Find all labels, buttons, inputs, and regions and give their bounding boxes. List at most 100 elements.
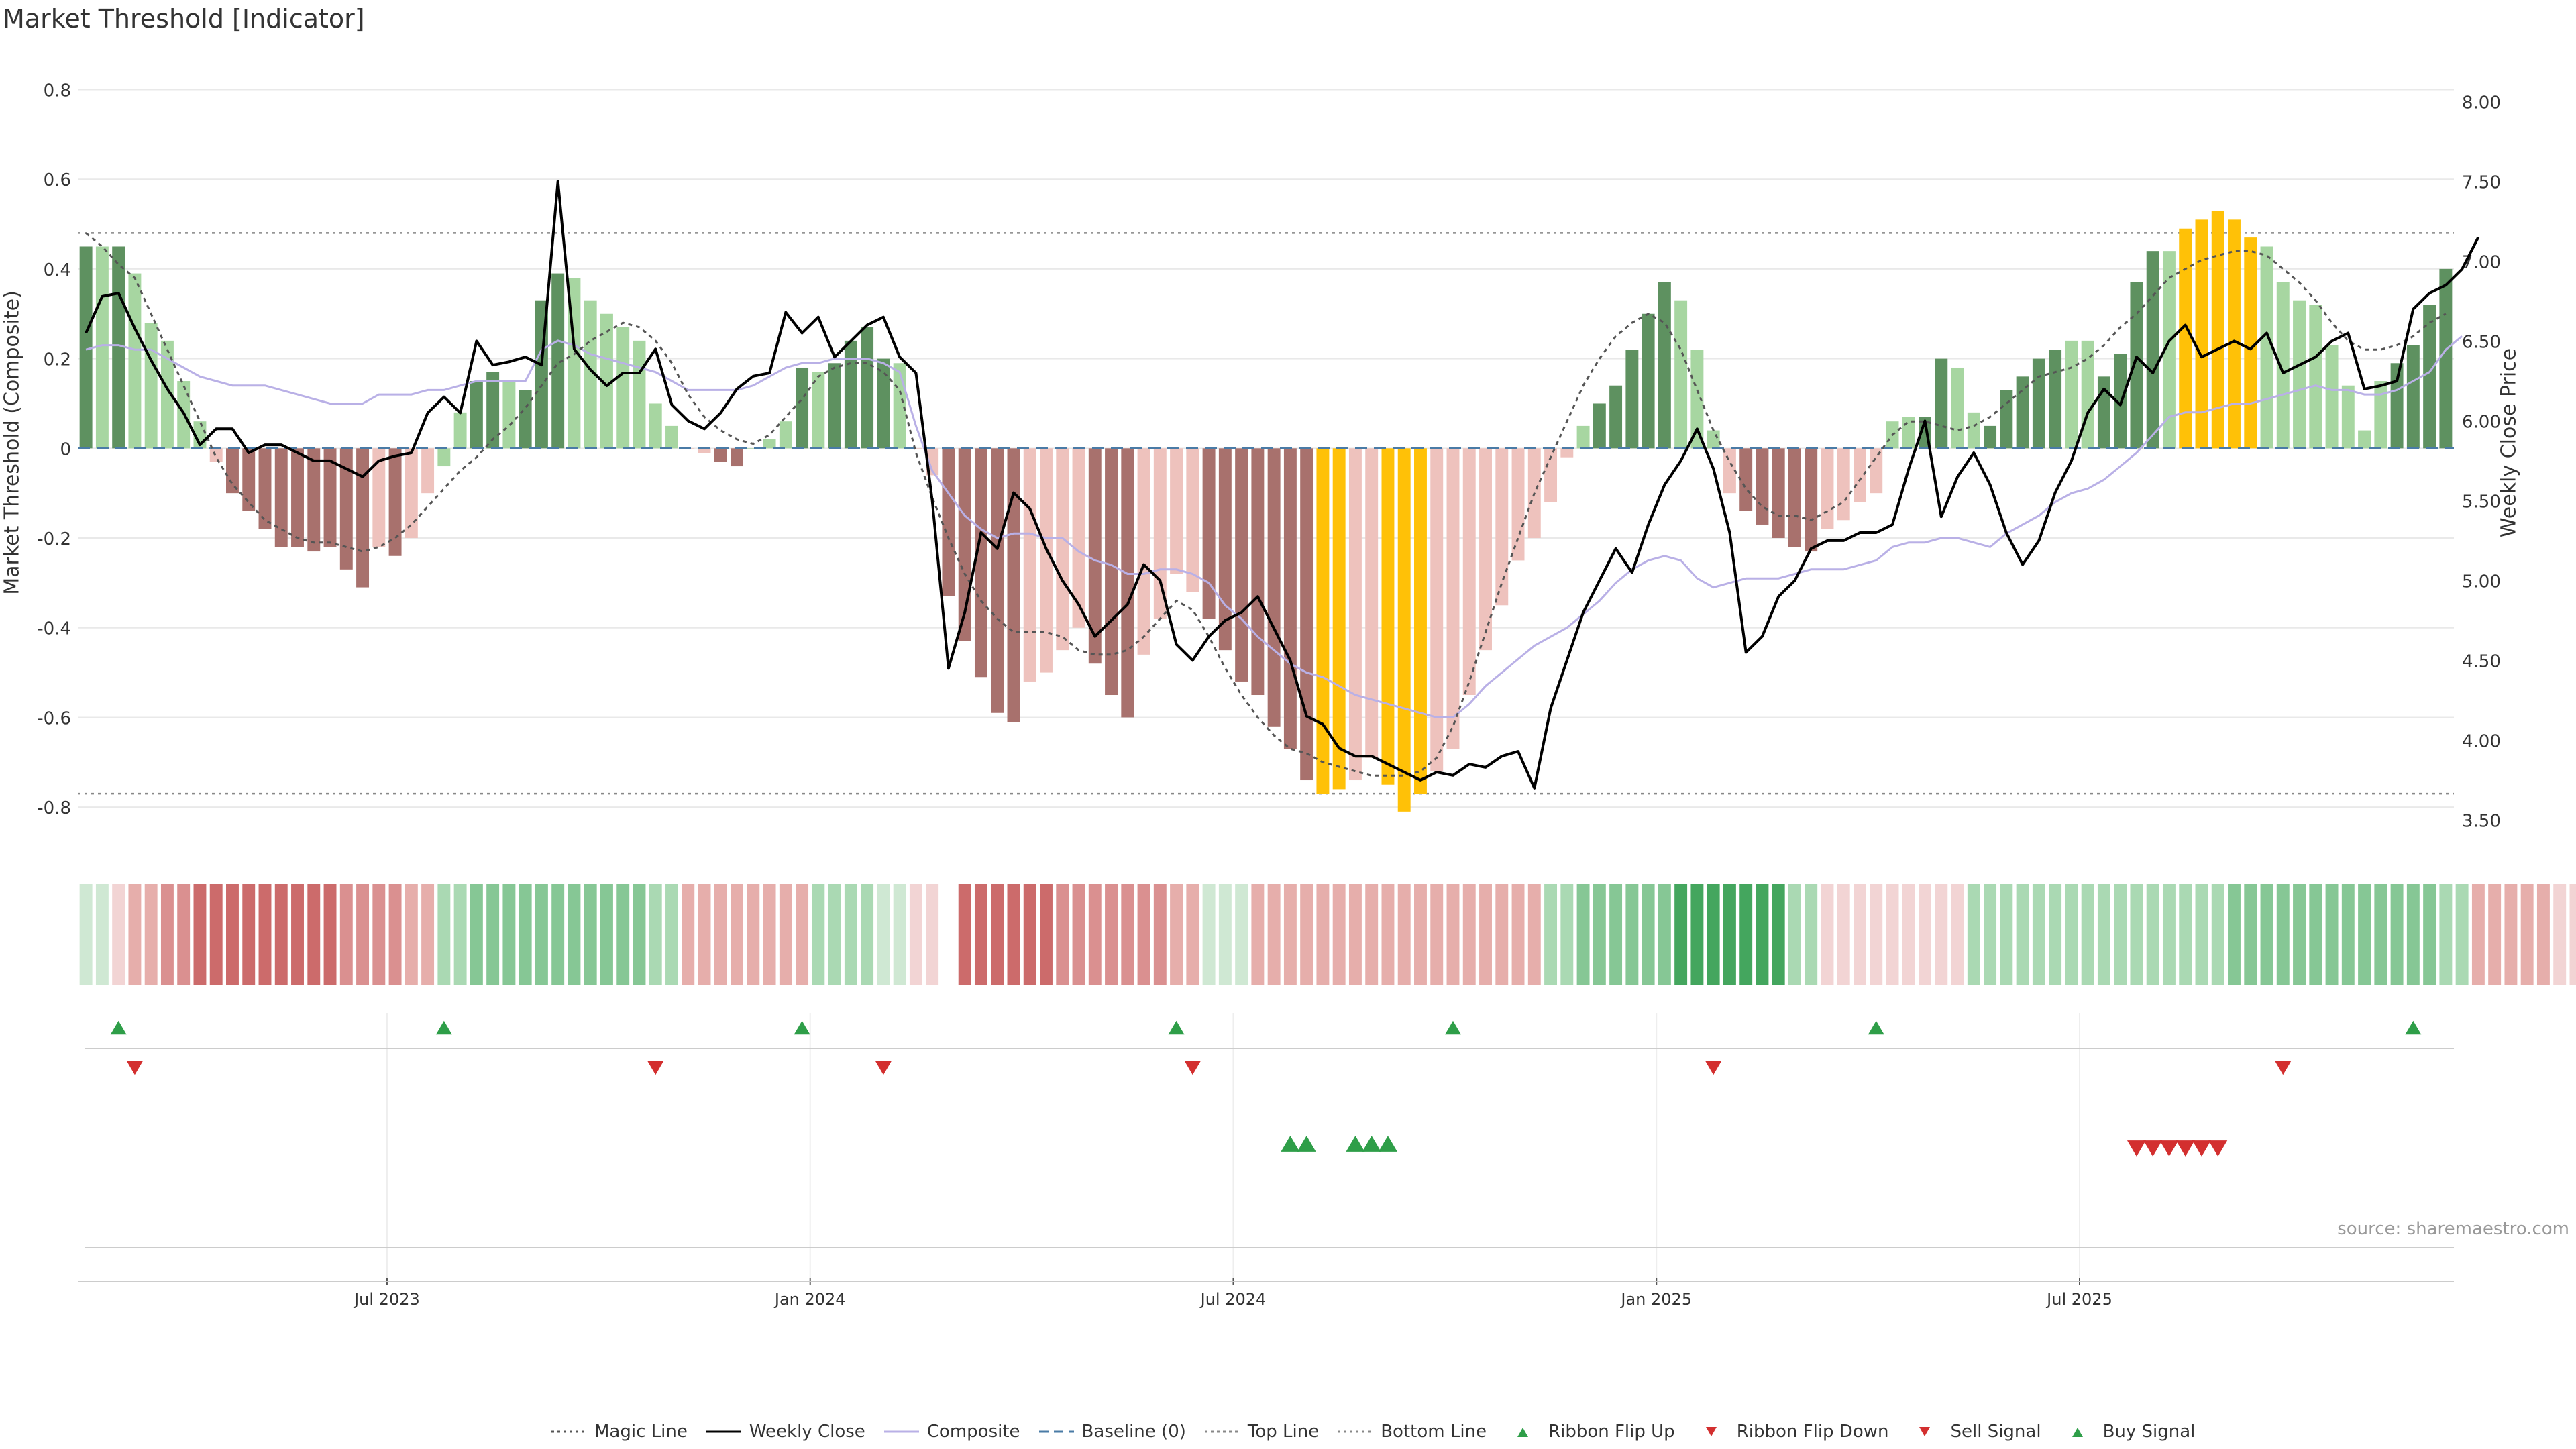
ribbon-cell: [1462, 884, 1476, 985]
ribbon-cell: [453, 884, 467, 985]
ribbon-cell: [356, 884, 370, 985]
composite-bar: [1772, 448, 1785, 539]
composite-bar: [1332, 448, 1346, 790]
ribbon-flip-up-marker: [1444, 1020, 1461, 1035]
composite-bar: [1283, 448, 1297, 749]
composite-bar: [258, 448, 272, 529]
composite-bar: [1495, 448, 1509, 606]
y2-tick-label: 7.50: [2462, 172, 2501, 193]
ribbon-cell: [1365, 884, 1379, 985]
composite-bar: [2065, 340, 2078, 449]
composite-bar: [1007, 448, 1020, 722]
ribbon-cell: [2520, 884, 2534, 985]
composite-bar: [1479, 448, 1492, 651]
composite-bar: [1544, 448, 1558, 502]
legend-label: Sell Signal: [1950, 1421, 2041, 1442]
legend-label: Composite: [926, 1421, 1020, 1442]
ribbon-cell: [2032, 884, 2045, 985]
composite-bar: [1251, 448, 1265, 696]
composite-bar: [584, 300, 597, 449]
ribbon-cell: [258, 884, 272, 985]
composite-bar: [1870, 448, 1883, 494]
ribbon-cell: [1756, 884, 1769, 985]
ribbon-cell: [731, 884, 744, 985]
ribbon-flip-down-marker: [2275, 1061, 2292, 1075]
ribbon-cell: [1316, 884, 1330, 985]
ribbon-flip-up-marker: [794, 1020, 810, 1035]
y-tick-label: 0: [60, 439, 71, 460]
composite-bar: [2390, 363, 2404, 449]
y2-tick-label: 4.00: [2462, 731, 2501, 751]
ribbon-flip-up-marker: [2405, 1020, 2422, 1035]
composite-bar: [1756, 448, 1769, 525]
ribbon-cell: [1072, 884, 1085, 985]
ribbon-cell: [665, 884, 678, 985]
ribbon-cell: [1674, 884, 1688, 985]
ribbon-cell: [242, 884, 256, 985]
ribbon-cell: [291, 884, 304, 985]
ribbon-cell: [1919, 884, 1932, 985]
composite-bar: [2293, 300, 2306, 449]
sell-signal-marker: [2127, 1140, 2146, 1157]
ribbon-flip-down-marker: [647, 1061, 664, 1075]
ribbon-cell: [1381, 884, 1395, 985]
ribbon-cell: [421, 884, 435, 985]
composite-bar: [1576, 425, 1590, 449]
composite-bar: [1316, 448, 1330, 794]
ribbon-cell: [2439, 884, 2453, 985]
ribbon-cell: [274, 884, 288, 985]
ribbon-cell: [1446, 884, 1460, 985]
composite-bar: [1430, 448, 1444, 771]
composite-bar: [388, 448, 402, 556]
ribbon-cell: [649, 884, 662, 985]
ribbon-cell: [1935, 884, 1948, 985]
legend-label: Top Line: [1247, 1421, 1320, 1442]
y-tick-label: 0.2: [44, 350, 71, 370]
ribbon-cell: [2260, 884, 2273, 985]
weekly-close-line: [85, 180, 2480, 790]
composite-bar: [1723, 448, 1736, 494]
ribbon-cell: [2276, 884, 2290, 985]
ribbon-cell: [1658, 884, 1671, 985]
composite-bar: [1397, 448, 1411, 812]
composite-bar: [1739, 448, 1753, 511]
composite-bar: [1072, 448, 1085, 628]
ribbon-cell: [1886, 884, 1899, 985]
ribbon-cell: [1707, 884, 1720, 985]
y-tick-label: -0.6: [37, 708, 71, 729]
composite-bar: [844, 340, 857, 449]
composite-bar: [1511, 448, 1525, 561]
legend-swatch: [706, 1430, 741, 1433]
composite-bar: [519, 390, 532, 449]
ribbon-cell: [682, 884, 695, 985]
composite-bar: [1690, 350, 1704, 449]
ribbon-cell: [2536, 884, 2550, 985]
x-tick-label: Jul 2023: [353, 1290, 420, 1309]
ribbon-cell: [2293, 884, 2306, 985]
composite-bar: [1267, 448, 1281, 727]
legend-label: Ribbon Flip Up: [1548, 1421, 1675, 1442]
ribbon-cell: [991, 884, 1004, 985]
ribbon-cell: [1137, 884, 1150, 985]
composite-bar: [486, 372, 500, 449]
composite-bar: [828, 363, 841, 449]
composite-bar: [2374, 381, 2387, 449]
y-tick-label: -0.4: [37, 619, 71, 639]
ribbon-cell: [1170, 884, 1183, 985]
ribbon-cell: [2016, 884, 2029, 985]
ribbon-cell: [958, 884, 971, 985]
ribbon-cell: [307, 884, 321, 985]
ribbon-cell: [877, 884, 890, 985]
ribbon-cell: [470, 884, 483, 985]
ribbon-flip-up-marker: [1168, 1020, 1185, 1035]
composite-bar: [2081, 340, 2094, 449]
ribbon-cell: [2569, 884, 2576, 985]
ribbon-cell: [2179, 884, 2192, 985]
ribbon-cell: [2341, 884, 2355, 985]
ribbon-cell: [2325, 884, 2339, 985]
composite-bar: [1984, 425, 1997, 449]
ribbon-cell: [437, 884, 451, 985]
composite-bar: [226, 448, 239, 494]
legend-item: Magic Line: [550, 1421, 688, 1442]
composite-bar: [974, 448, 987, 678]
